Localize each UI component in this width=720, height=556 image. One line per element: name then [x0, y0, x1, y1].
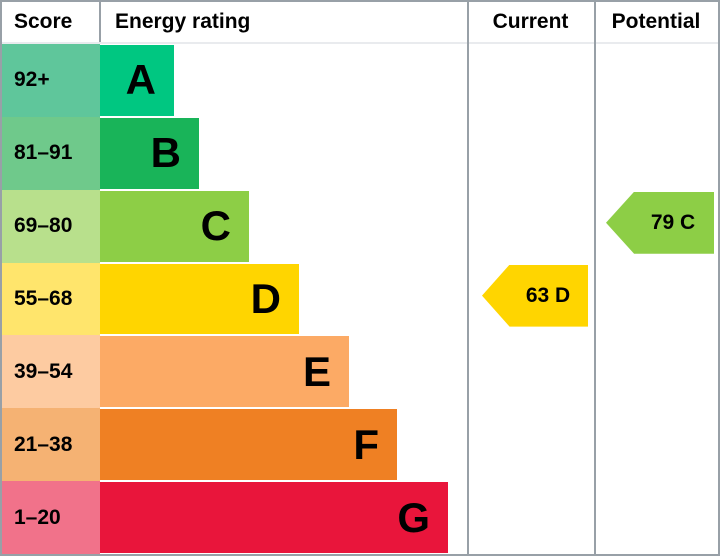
header-energy-rating: Energy rating: [115, 10, 251, 33]
divider-potential-column: [594, 2, 596, 554]
band-row-e: 39–54 E: [2, 335, 718, 409]
score-range-c: 69–80: [2, 189, 100, 263]
band-letter-g: G: [397, 493, 430, 541]
band-letter-d: D: [250, 275, 281, 322]
band-row-c: 69–80 C 79 C: [2, 189, 718, 263]
band-bar-e: E: [100, 336, 349, 408]
band-row-f: 21–38 F: [2, 408, 718, 482]
score-range-e: 39–54: [2, 335, 100, 409]
potential-rating-arrow: 79 C: [606, 191, 714, 254]
score-range-d: 55–68: [2, 262, 100, 336]
band-letter-e: E: [302, 347, 331, 395]
band-bar-a: A: [100, 45, 174, 116]
band-row-g: 1–20 G: [2, 481, 718, 554]
score-range-g: 1–20: [2, 481, 100, 554]
band-bar-f: F: [100, 409, 397, 481]
current-rating-arrow: 63 D: [482, 264, 588, 327]
score-range-f: 21–38: [2, 408, 100, 482]
band-row-d: 55–68 D 63 D: [2, 262, 718, 336]
band-bar-g: G: [100, 482, 448, 554]
band-letter-a: A: [125, 56, 156, 104]
divider-current-column: [467, 2, 469, 554]
band-letter-c: C: [200, 202, 231, 250]
band-bar-c: C: [100, 190, 249, 262]
chart-header: Score Energy rating Current Potential: [2, 2, 718, 44]
header-score: Score: [14, 10, 73, 33]
band-letter-b: B: [150, 129, 181, 177]
score-range-b: 81–91: [2, 116, 100, 190]
band-row-b: 81–91 B: [2, 116, 718, 190]
band-bar-d: D: [100, 263, 299, 335]
header-current: Current: [492, 10, 569, 33]
bands-container: 92+ A 81–91 B 69–80 C 79 C 55–68 D 63 D 39–54 E 21–3…: [2, 44, 718, 554]
band-bar-b: B: [100, 117, 199, 189]
divider-score-column: [99, 2, 101, 42]
score-range-a: 92+: [2, 44, 100, 117]
band-letter-f: F: [353, 420, 379, 468]
header-potential: Potential: [611, 10, 701, 33]
band-row-a: 92+ A: [2, 44, 718, 117]
